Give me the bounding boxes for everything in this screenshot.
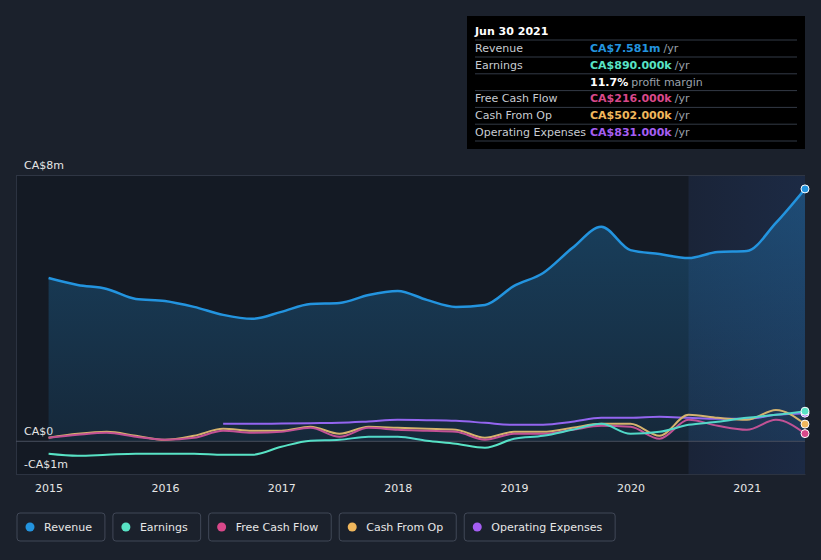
grid-line <box>16 474 805 475</box>
y-tick-label: -CA$1m <box>24 458 68 471</box>
tooltip-label: Free Cash Flow <box>475 92 558 105</box>
x-tick: 2019 <box>501 474 529 495</box>
legend-item[interactable]: Revenue <box>17 513 105 541</box>
legend-swatch <box>217 523 226 532</box>
tooltip-separator <box>475 141 797 142</box>
legend-button[interactable] <box>17 513 105 541</box>
y-tick-label: CA$8m <box>24 159 64 172</box>
tooltip-value-row: CA$502.000k/yr <box>590 109 690 122</box>
legend-swatch <box>348 523 357 532</box>
x-tick-label: 2016 <box>151 482 179 495</box>
tooltip-value-row: CA$831.000k/yr <box>590 126 690 139</box>
profit-margin-text: profit margin <box>631 76 703 89</box>
tooltip-unit: /yr <box>675 126 690 139</box>
legend-item[interactable]: Cash From Op <box>339 513 456 541</box>
tooltip-unit: /yr <box>664 42 679 55</box>
tooltip-value-row: CA$890.000k/yr <box>590 59 690 72</box>
legend-button[interactable] <box>339 513 456 541</box>
y-axis-line <box>17 176 806 475</box>
tooltip-separator <box>475 57 797 58</box>
legend-item[interactable]: Earnings <box>113 513 201 541</box>
x-tick-label: 2019 <box>501 482 529 495</box>
tooltip-separator <box>475 40 797 41</box>
tooltip-value: CA$831.000k <box>590 126 672 139</box>
tooltip-label: Cash From Op <box>475 109 552 122</box>
x-tick-label: 2015 <box>35 482 63 495</box>
tooltip-separator <box>475 73 797 74</box>
end-point <box>801 430 809 438</box>
legend-label: Revenue <box>44 521 92 534</box>
tooltip-value-row: CA$7.581m/yr <box>590 42 679 55</box>
legend-button[interactable] <box>113 513 201 541</box>
x-tick: 2020 <box>617 474 645 495</box>
grid-line <box>16 175 805 176</box>
x-tick: 2018 <box>384 474 412 495</box>
tooltip-value-row: CA$216.000k/yr <box>590 92 690 105</box>
legend-label: Free Cash Flow <box>236 521 319 534</box>
x-axis-line <box>17 474 806 475</box>
tooltip-unit: /yr <box>675 109 690 122</box>
tooltip-label: Earnings <box>475 59 523 72</box>
tooltip-value: CA$502.000k <box>590 109 672 122</box>
chart: -CA$1mCA$0CA$8m2015201620172018201920202… <box>0 0 821 560</box>
x-tick: 2016 <box>151 474 179 495</box>
legend-label: Cash From Op <box>366 521 443 534</box>
tooltip-separator <box>475 107 797 108</box>
series-group <box>49 189 805 456</box>
x-tick-label: 2021 <box>733 482 761 495</box>
tooltip-margin: 11.7%profit margin <box>590 76 703 89</box>
x-tick-label: 2018 <box>384 482 412 495</box>
grid-line <box>16 441 805 442</box>
tooltip-unit: /yr <box>675 59 690 72</box>
x-tick-label: 2017 <box>268 482 296 495</box>
tooltip-value: CA$7.581m <box>590 42 661 55</box>
tooltip-unit: /yr <box>675 92 690 105</box>
tooltip-separator <box>475 90 797 91</box>
legend-swatch <box>121 523 130 532</box>
end-points <box>801 185 809 438</box>
x-axis: 2015 2016 2017 2018 2019 2020 2021 <box>17 474 806 495</box>
legend-item[interactable]: Operating Expenses <box>464 513 615 541</box>
x-tick: 2017 <box>268 474 296 495</box>
y-tick: CA$8m <box>16 159 805 175</box>
legend: Revenue Earnings Free Cash Flow Cash From O… <box>17 513 615 541</box>
legend-button[interactable] <box>464 513 615 541</box>
end-point <box>801 185 809 193</box>
profit-margin-value: 11.7% <box>590 76 628 89</box>
legend-swatch <box>473 523 482 532</box>
tooltip-label: Operating Expenses <box>475 126 586 139</box>
legend-button[interactable] <box>209 513 332 541</box>
legend-label: Operating Expenses <box>491 521 602 534</box>
tooltip: Jun 30 2021 Revenue CA$7.581m/yr Earnings CA… <box>467 16 805 149</box>
legend-item[interactable]: Free Cash Flow <box>209 513 332 541</box>
legend-label: Earnings <box>140 521 188 534</box>
tooltip-box <box>467 16 805 149</box>
revenue-area <box>49 189 805 441</box>
y-axis: -CA$1mCA$0CA$8m <box>16 159 805 474</box>
legend-swatch <box>26 523 35 532</box>
tooltip-label: Revenue <box>475 42 523 55</box>
tooltip-value: CA$890.000k <box>590 59 672 72</box>
series-line <box>49 189 805 319</box>
end-point <box>801 407 809 415</box>
tooltip-date: Jun 30 2021 <box>474 25 548 38</box>
tooltip-value: CA$216.000k <box>590 92 672 105</box>
x-tick: 2021 <box>733 474 761 495</box>
x-tick: 2015 <box>35 474 63 495</box>
x-tick-label: 2020 <box>617 482 645 495</box>
end-point <box>801 420 809 428</box>
tooltip-separator <box>475 124 797 125</box>
y-tick: -CA$1m <box>16 458 805 474</box>
